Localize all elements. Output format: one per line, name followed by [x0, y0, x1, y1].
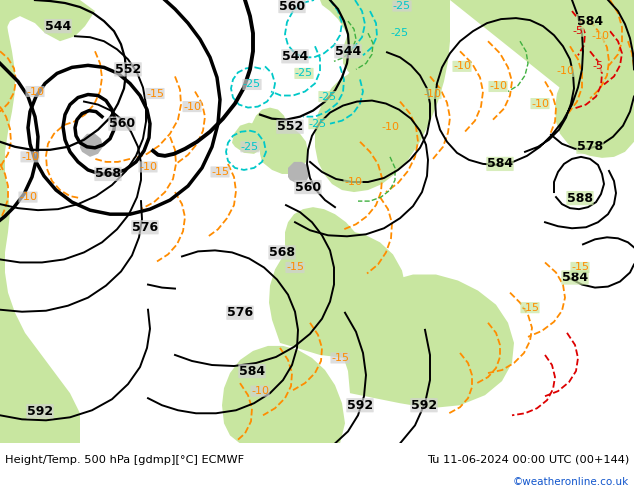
Text: 552: 552	[277, 120, 303, 133]
Text: -25: -25	[243, 79, 261, 90]
Polygon shape	[250, 108, 287, 140]
Text: -25: -25	[393, 1, 411, 11]
Polygon shape	[232, 122, 266, 154]
Text: -15: -15	[286, 263, 304, 272]
Text: -25: -25	[391, 28, 409, 38]
Text: 592: 592	[411, 399, 437, 412]
Text: -10: -10	[489, 81, 507, 92]
Text: -10: -10	[423, 89, 441, 98]
Text: 560: 560	[279, 0, 305, 13]
Text: ©weatheronline.co.uk: ©weatheronline.co.uk	[513, 477, 629, 487]
Text: 584: 584	[239, 365, 265, 378]
Text: Tu 11-06-2024 00:00 UTC (00+144): Tu 11-06-2024 00:00 UTC (00+144)	[427, 455, 629, 465]
Text: 560: 560	[109, 117, 135, 130]
Text: -25: -25	[295, 69, 313, 78]
Polygon shape	[269, 230, 406, 358]
Text: -25: -25	[319, 92, 337, 101]
Polygon shape	[500, 0, 634, 158]
Text: -10: -10	[183, 101, 201, 112]
Text: -10: -10	[556, 66, 574, 76]
Polygon shape	[260, 126, 308, 174]
Polygon shape	[343, 10, 428, 90]
Text: 584: 584	[562, 271, 588, 284]
Text: -15: -15	[521, 303, 539, 313]
Text: 576: 576	[132, 221, 158, 234]
Text: -10: -10	[531, 98, 549, 109]
Text: -10: -10	[19, 192, 37, 202]
Polygon shape	[0, 0, 80, 443]
Text: 544: 544	[282, 50, 308, 63]
Text: -5: -5	[593, 61, 604, 72]
Text: -10: -10	[139, 162, 157, 172]
Text: -5: -5	[573, 26, 583, 36]
Text: -25: -25	[241, 142, 259, 152]
Text: 568: 568	[269, 246, 295, 259]
Text: 560: 560	[295, 180, 321, 194]
Polygon shape	[0, 0, 95, 61]
Text: -15: -15	[211, 167, 229, 177]
Text: -10: -10	[26, 87, 44, 97]
Text: 552: 552	[115, 63, 141, 76]
Text: -25: -25	[309, 119, 327, 129]
Text: 592: 592	[27, 405, 53, 418]
Text: 584: 584	[487, 157, 513, 171]
Text: -15: -15	[571, 263, 589, 272]
Polygon shape	[80, 134, 103, 157]
Text: -15: -15	[146, 89, 164, 98]
Polygon shape	[285, 207, 365, 294]
Text: -10: -10	[591, 31, 609, 41]
Text: -15: -15	[331, 353, 349, 363]
Polygon shape	[315, 0, 450, 192]
Text: 588: 588	[567, 192, 593, 205]
Text: -10: -10	[381, 122, 399, 132]
Polygon shape	[320, 0, 435, 83]
Text: 592: 592	[347, 399, 373, 412]
Text: 568: 568	[95, 168, 121, 180]
Polygon shape	[450, 0, 634, 117]
Polygon shape	[222, 346, 345, 443]
Text: 544: 544	[45, 20, 71, 33]
Text: -10: -10	[453, 61, 471, 72]
Polygon shape	[342, 274, 514, 408]
Text: 544: 544	[335, 45, 361, 58]
Text: 578: 578	[577, 140, 603, 153]
Text: 584: 584	[577, 15, 603, 27]
Text: 576: 576	[227, 306, 253, 319]
Text: -10: -10	[344, 177, 362, 187]
Text: Height/Temp. 500 hPa [gdmp][°C] ECMWF: Height/Temp. 500 hPa [gdmp][°C] ECMWF	[5, 455, 244, 465]
Polygon shape	[288, 162, 310, 184]
Text: -10: -10	[21, 152, 39, 162]
Text: -10: -10	[251, 386, 269, 396]
